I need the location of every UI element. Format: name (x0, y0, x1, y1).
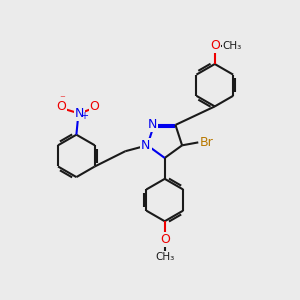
Text: N: N (75, 107, 84, 120)
Text: O: O (210, 39, 220, 52)
Text: +: + (80, 111, 88, 121)
Text: O: O (160, 233, 170, 246)
Text: O: O (90, 100, 100, 112)
Text: CH₃: CH₃ (223, 41, 242, 51)
Text: O: O (56, 100, 66, 112)
Text: Br: Br (200, 136, 214, 149)
Text: N: N (141, 139, 151, 152)
Text: CH₃: CH₃ (155, 252, 174, 262)
Text: N: N (148, 118, 157, 131)
Text: ⁻: ⁻ (59, 95, 65, 105)
